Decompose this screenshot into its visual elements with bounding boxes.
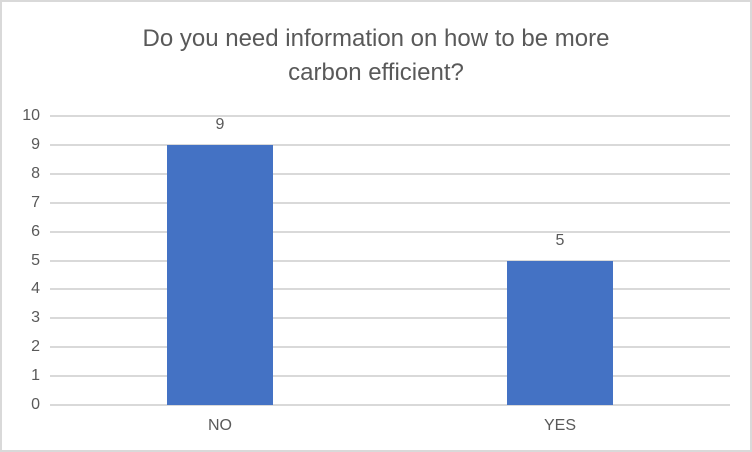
gridline-1: [50, 375, 730, 378]
y-axis-tick-label-7: 7: [31, 193, 40, 211]
gridline-5: [50, 259, 730, 262]
gridline-6: [50, 230, 730, 233]
gridline-8: [50, 172, 730, 175]
y-axis-tick-label-4: 4: [31, 280, 40, 298]
y-axis-tick-label-9: 9: [31, 135, 40, 153]
y-axis-tick-label-8: 8: [31, 164, 40, 182]
chart-title-line-1: Do you need information on how to be mor…: [142, 25, 610, 52]
chart-title-line-2: carbon efficient?: [288, 59, 464, 86]
gridline-9: [50, 143, 730, 146]
gridline-10: [50, 115, 730, 117]
x-axis-line: [50, 404, 730, 406]
y-axis-tick-label-5: 5: [31, 251, 40, 269]
data-label-yes: 5: [555, 231, 565, 249]
y-axis-tick-label-0: 0: [31, 396, 40, 413]
data-label-no: 9: [215, 115, 225, 133]
y-axis-tick-label-2: 2: [31, 338, 40, 356]
y-axis-tick-label-10: 10: [22, 107, 40, 124]
y-axis-tick-label-3: 3: [31, 309, 40, 327]
bar-yes: [507, 260, 613, 405]
bar-no: [167, 144, 273, 405]
chart-title: Do you need information on how to be mor…: [2, 22, 750, 90]
x-axis-category-label-no: NO: [208, 417, 232, 434]
gridline-7: [50, 201, 730, 204]
gridline-4: [50, 288, 730, 291]
gridline-2: [50, 346, 730, 349]
y-axis-tick-label-1: 1: [31, 367, 40, 385]
y-axis-tick-label-6: 6: [31, 222, 40, 240]
gridline-3: [50, 317, 730, 320]
x-axis-category-label-yes: YES: [543, 417, 576, 434]
